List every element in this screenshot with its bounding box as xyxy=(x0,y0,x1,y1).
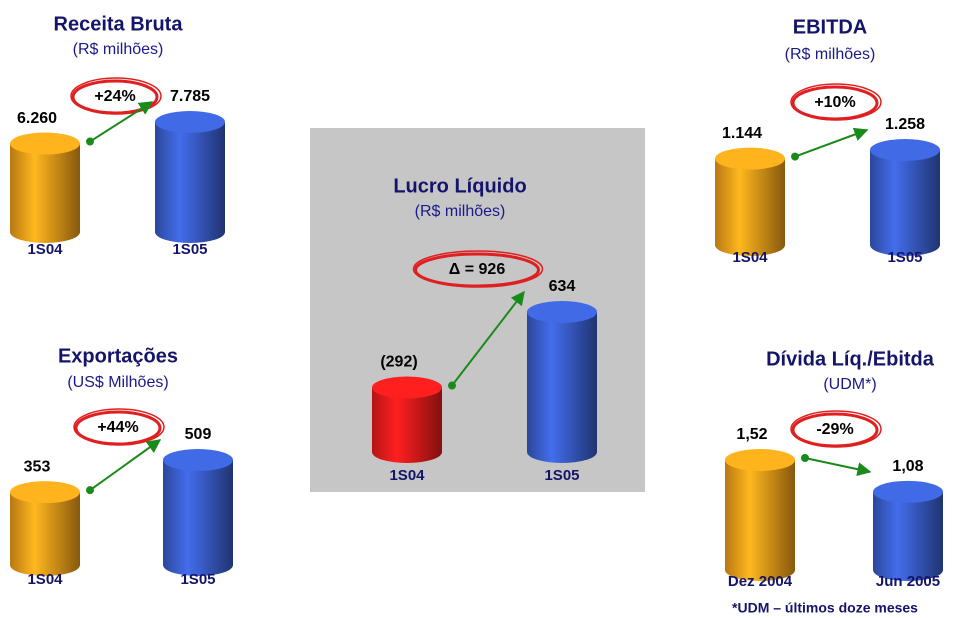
annotation-circle xyxy=(70,77,162,115)
trend-dot xyxy=(448,381,456,390)
annotation-circle xyxy=(790,410,882,448)
value-label: 7.785 xyxy=(170,88,210,105)
cylinder-bar xyxy=(163,449,233,576)
trend-arrow xyxy=(89,439,162,491)
cylinder-bar xyxy=(715,147,785,256)
trend-dot xyxy=(86,486,94,495)
change-annotation: +10% xyxy=(814,94,855,111)
chart-subtitle: (R$ milhões) xyxy=(785,46,876,63)
trend-arrow xyxy=(804,457,872,477)
cylinder-bar xyxy=(873,480,943,581)
footnote: *UDM – últimos doze meses xyxy=(732,600,918,616)
trend-arrow xyxy=(89,101,154,143)
change-annotation: +24% xyxy=(94,88,135,105)
category-label: 1S05 xyxy=(887,249,922,266)
trend-arrow xyxy=(451,290,525,387)
cylinder-bar xyxy=(10,481,80,576)
cylinder-bar xyxy=(155,111,225,243)
category-label: 1S04 xyxy=(27,571,63,588)
annotation-circle xyxy=(73,408,165,446)
value-label: 353 xyxy=(24,458,51,475)
category-label: Dez 2004 xyxy=(728,573,793,590)
value-label: 1,08 xyxy=(892,458,923,475)
annotation-circle xyxy=(412,250,544,288)
cylinder-bar xyxy=(372,376,442,463)
category-label: 1S05 xyxy=(180,571,215,588)
cylinder-bar xyxy=(725,449,795,581)
chart-title: Lucro Líquido xyxy=(393,175,526,197)
trend-arrow xyxy=(794,127,869,158)
trend-dot xyxy=(801,454,809,462)
annotation-circle xyxy=(791,412,879,448)
value-label: 6.260 xyxy=(17,110,57,127)
change-annotation: +44% xyxy=(97,419,138,436)
annotation-circle xyxy=(414,252,540,288)
category-label: 1S05 xyxy=(544,467,579,484)
cylinder-bar xyxy=(527,301,597,463)
chart-title: Exportações xyxy=(58,345,178,367)
category-label: 1S04 xyxy=(732,249,768,266)
category-label: Jun 2005 xyxy=(876,573,940,590)
value-label: 1.144 xyxy=(722,125,762,142)
value-label: 634 xyxy=(549,278,576,295)
change-annotation: -29% xyxy=(816,421,853,438)
value-label: 1,52 xyxy=(736,426,767,443)
annotation-circle xyxy=(791,85,879,121)
annotation-circle xyxy=(74,410,162,446)
trend-dot xyxy=(791,152,799,161)
cylinder-bar xyxy=(10,132,80,243)
cylinder-bar xyxy=(870,139,940,256)
category-label: 1S04 xyxy=(389,467,425,484)
change-annotation: Δ = 926 xyxy=(449,261,506,278)
value-label: 509 xyxy=(185,426,212,443)
annotation-circle xyxy=(790,83,882,121)
chart-title: Receita Bruta xyxy=(54,13,184,35)
value-label: (292) xyxy=(380,354,417,371)
category-label: 1S05 xyxy=(172,241,207,258)
trend-dot xyxy=(86,137,94,146)
chart-subtitle: (R$ milhões) xyxy=(415,203,506,220)
chart-subtitle: (UDM*) xyxy=(823,376,876,393)
chart-subtitle: (R$ milhões) xyxy=(73,41,164,58)
chart-subtitle: (US$ Milhões) xyxy=(67,374,168,391)
chart-title: EBITDA xyxy=(793,16,867,38)
value-label: 1.258 xyxy=(885,116,925,133)
chart-title: Dívida Líq./Ebitda xyxy=(766,348,935,370)
category-label: 1S04 xyxy=(27,241,63,258)
annotation-circle xyxy=(71,79,159,115)
